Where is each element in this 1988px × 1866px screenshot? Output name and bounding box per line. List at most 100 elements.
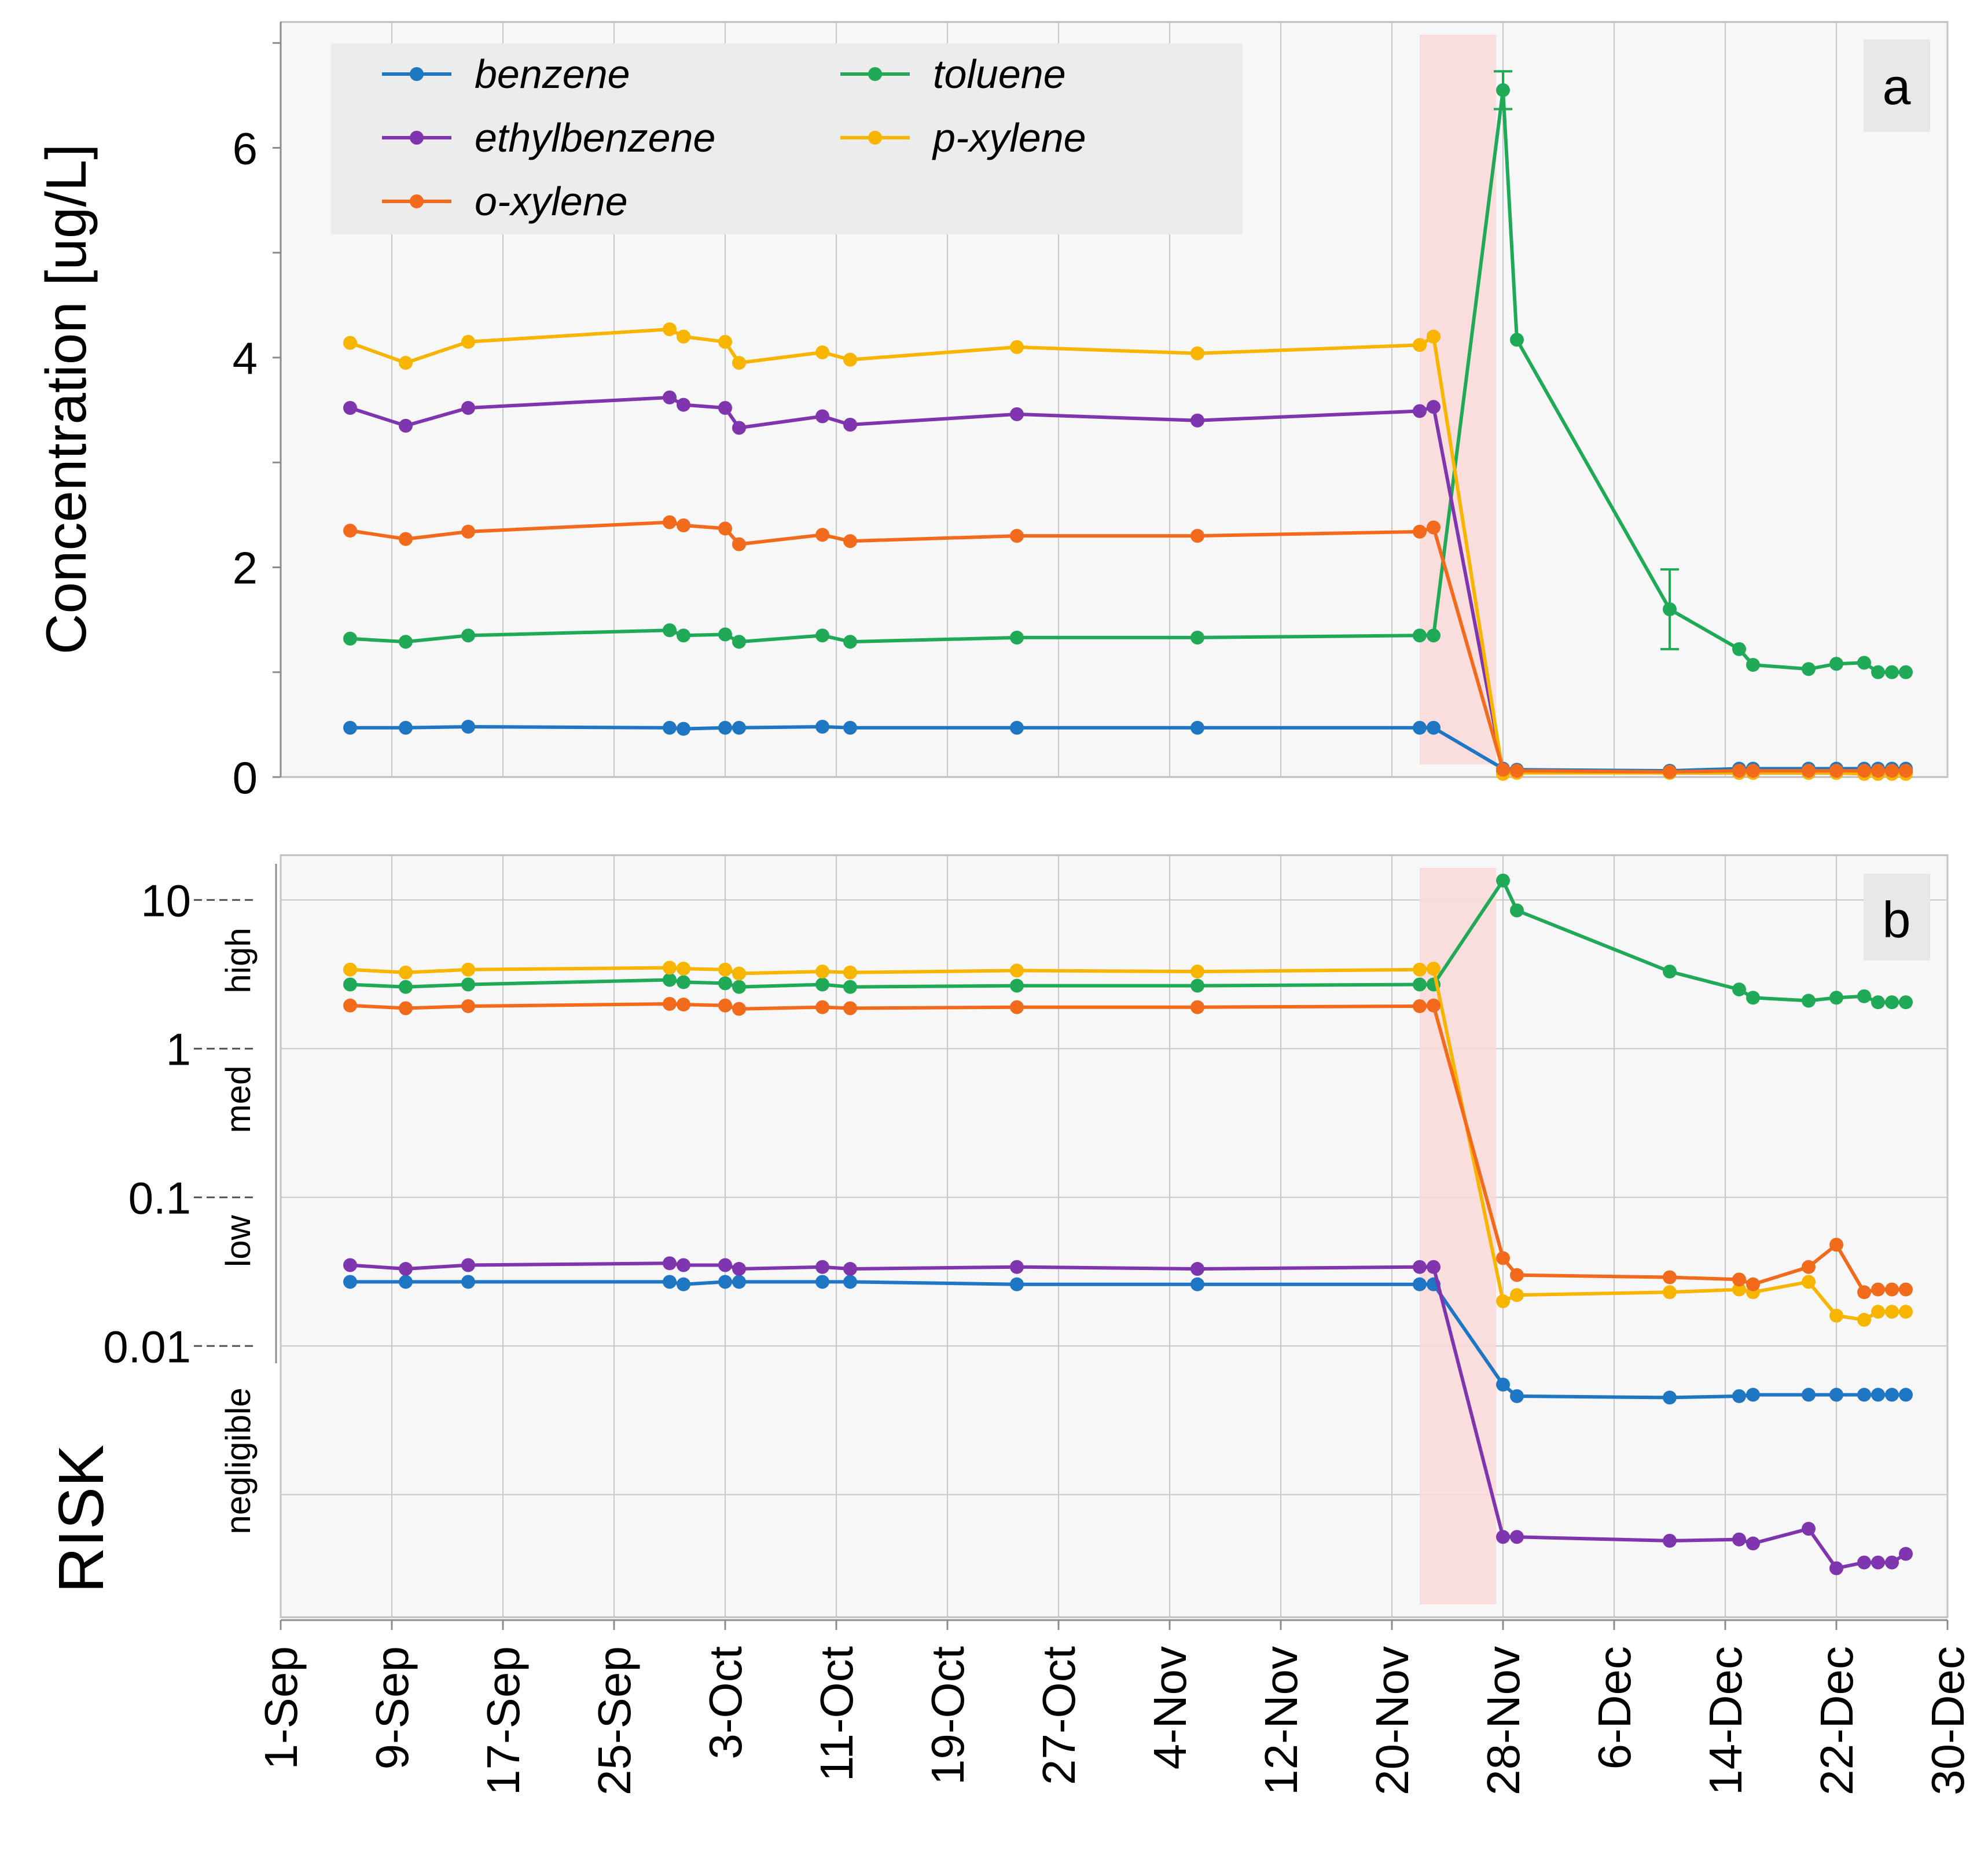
panel-b-point-ethylbenzene [399, 1262, 413, 1276]
panel-b-point-toluene [1802, 993, 1816, 1008]
panel-a-point-ethylbenzene [677, 398, 690, 412]
panel-b-point-toluene [1190, 978, 1204, 993]
panel-b-point-p-xylene [1732, 1282, 1746, 1297]
panel-a-point-o-xylene [843, 534, 857, 549]
panel-b-series-benzene [343, 1275, 1913, 1405]
panel-a-point-benzene [461, 720, 475, 734]
panel-b-point-ethylbenzene [1899, 1547, 1913, 1561]
panel-a-point-o-xylene [343, 524, 357, 538]
panel-b-point-o-xylene [1885, 1282, 1899, 1297]
panel-b-label-box [1864, 874, 1930, 960]
panel-a-point-benzene [815, 720, 829, 734]
panel-a-point-ethylbenzene [1190, 413, 1204, 428]
x-tick-label: 25-Sep [589, 1646, 640, 1795]
panel-a-point-o-xylene [1746, 764, 1760, 778]
panel-a-point-p-xylene [461, 334, 475, 349]
panel-b-point-benzene [1663, 1390, 1677, 1405]
x-tick-label: 3-Oct [700, 1646, 751, 1760]
legend-swatch-marker [868, 67, 882, 81]
legend-swatch-marker [868, 131, 882, 145]
panel-b-point-o-xylene [677, 998, 690, 1012]
panel-b-point-benzene [1732, 1389, 1746, 1403]
panel-b-point-ethylbenzene [1413, 1260, 1427, 1274]
panel-b-point-p-xylene [461, 962, 475, 977]
panel-b-y-tick-label: 0.1 [128, 1172, 191, 1223]
legend-label-o-xylene: o-xylene [475, 179, 628, 224]
panel-a-series [343, 70, 1913, 781]
x-tick-label: 17-Sep [477, 1646, 529, 1795]
panel-b: 10 1 0.1 0.01 b high med low negligible RIS… [46, 854, 1949, 1618]
panel-b-point-p-xylene [1010, 963, 1024, 978]
panel-b-point-toluene [1829, 991, 1843, 1005]
panel-a-point-benzene [718, 720, 732, 735]
panel-a-point-toluene [1899, 665, 1913, 679]
panel-a-errorbar-toluene [1494, 70, 1512, 111]
panel-a-point-p-xylene [843, 352, 857, 367]
panel-b-point-benzene [1496, 1378, 1510, 1392]
panel-b-point-ethylbenzene [1746, 1536, 1760, 1551]
panel-b-point-ethylbenzene [1190, 1262, 1204, 1276]
panel-a-point-o-xylene [399, 532, 413, 546]
panel-b-point-toluene [1732, 982, 1746, 997]
panel-b-point-ethylbenzene [461, 1258, 475, 1272]
panel-b-point-benzene [1413, 1277, 1427, 1291]
panel-a-point-toluene [1190, 630, 1204, 645]
panel-b-point-toluene [843, 980, 857, 994]
panel-b-point-o-xylene [718, 998, 732, 1013]
panel-b-y-tick-label: 1 [166, 1024, 191, 1074]
panel-b-point-p-xylene [1510, 1288, 1524, 1302]
panel-b-point-o-xylene [1746, 1277, 1760, 1291]
panel-b-point-toluene [718, 976, 732, 991]
panel-b-point-benzene [1190, 1277, 1204, 1291]
panel-a-point-toluene [1857, 656, 1871, 670]
panel-b-y-tick-label: 10 [141, 875, 191, 926]
panel-b-point-p-xylene [1190, 965, 1204, 979]
panel-b-point-benzene [1802, 1387, 1816, 1402]
x-tick-label: 4-Nov [1144, 1646, 1196, 1769]
panel-b-point-p-xylene [1899, 1305, 1913, 1319]
panel-a-point-p-xylene [1190, 346, 1204, 360]
legend-entry-ethylbenzene: ethylbenzene [382, 115, 715, 160]
x-tick-label: 22-Dec [1811, 1646, 1862, 1795]
panel-b-series-p-xylene [343, 960, 1913, 1327]
panel-a-point-benzene [399, 720, 413, 735]
panel-b-point-benzene [399, 1275, 413, 1289]
panel-b-point-benzene [343, 1275, 357, 1289]
panel-b-label: b [1883, 891, 1911, 948]
panel-b-point-benzene [1010, 1277, 1024, 1291]
panel-b-y-axis: 10 1 0.1 0.01 [103, 864, 277, 1372]
panel-a-point-toluene [1871, 665, 1885, 679]
panel-b-point-p-xylene [843, 965, 857, 980]
panel-a-point-benzene [1010, 720, 1024, 735]
panel-b-point-benzene [1871, 1387, 1885, 1402]
panel-b-point-toluene [1010, 978, 1024, 993]
panel-a-point-p-xylene [732, 356, 746, 370]
panel-b-point-o-xylene [732, 1002, 746, 1016]
panel-b-point-ethylbenzene [1857, 1555, 1871, 1570]
x-tick-label: 27-Oct [1033, 1646, 1085, 1785]
panel-a-point-ethylbenzene [1010, 407, 1024, 421]
panel-b-point-toluene [1857, 989, 1871, 1003]
panel-b-point-benzene [461, 1275, 475, 1289]
legend-swatch-marker [410, 67, 424, 81]
panel-a-series-o-xylene [343, 515, 1913, 779]
legend-entry-toluene: toluene [840, 51, 1066, 97]
panel-b-point-ethylbenzene [1010, 1260, 1024, 1274]
panel-b-point-ethylbenzene [343, 1258, 357, 1272]
panel-a-point-o-xylene [1857, 764, 1871, 778]
panel-b-point-ethylbenzene [1885, 1555, 1899, 1570]
panel-a-point-o-xylene [1732, 764, 1746, 778]
x-tick-label: 30-Dec [1922, 1646, 1974, 1795]
risk-band-high: high [219, 928, 258, 993]
panel-a-point-o-xylene [663, 515, 677, 529]
panel-a-point-o-xylene [1871, 764, 1885, 778]
y-axis-label-risk: RISK [46, 1445, 117, 1593]
panel-a-y-tick-label: 4 [233, 333, 258, 384]
panel-a-point-toluene [399, 635, 413, 649]
panel-b-point-benzene [1746, 1387, 1760, 1402]
panel-a-point-toluene [718, 627, 732, 642]
panel-b-point-o-xylene [843, 1001, 857, 1015]
panel-a-y-tick-label: 2 [233, 543, 258, 594]
panel-a-point-p-xylene [663, 322, 677, 337]
panel-a-point-o-xylene [1510, 764, 1524, 778]
